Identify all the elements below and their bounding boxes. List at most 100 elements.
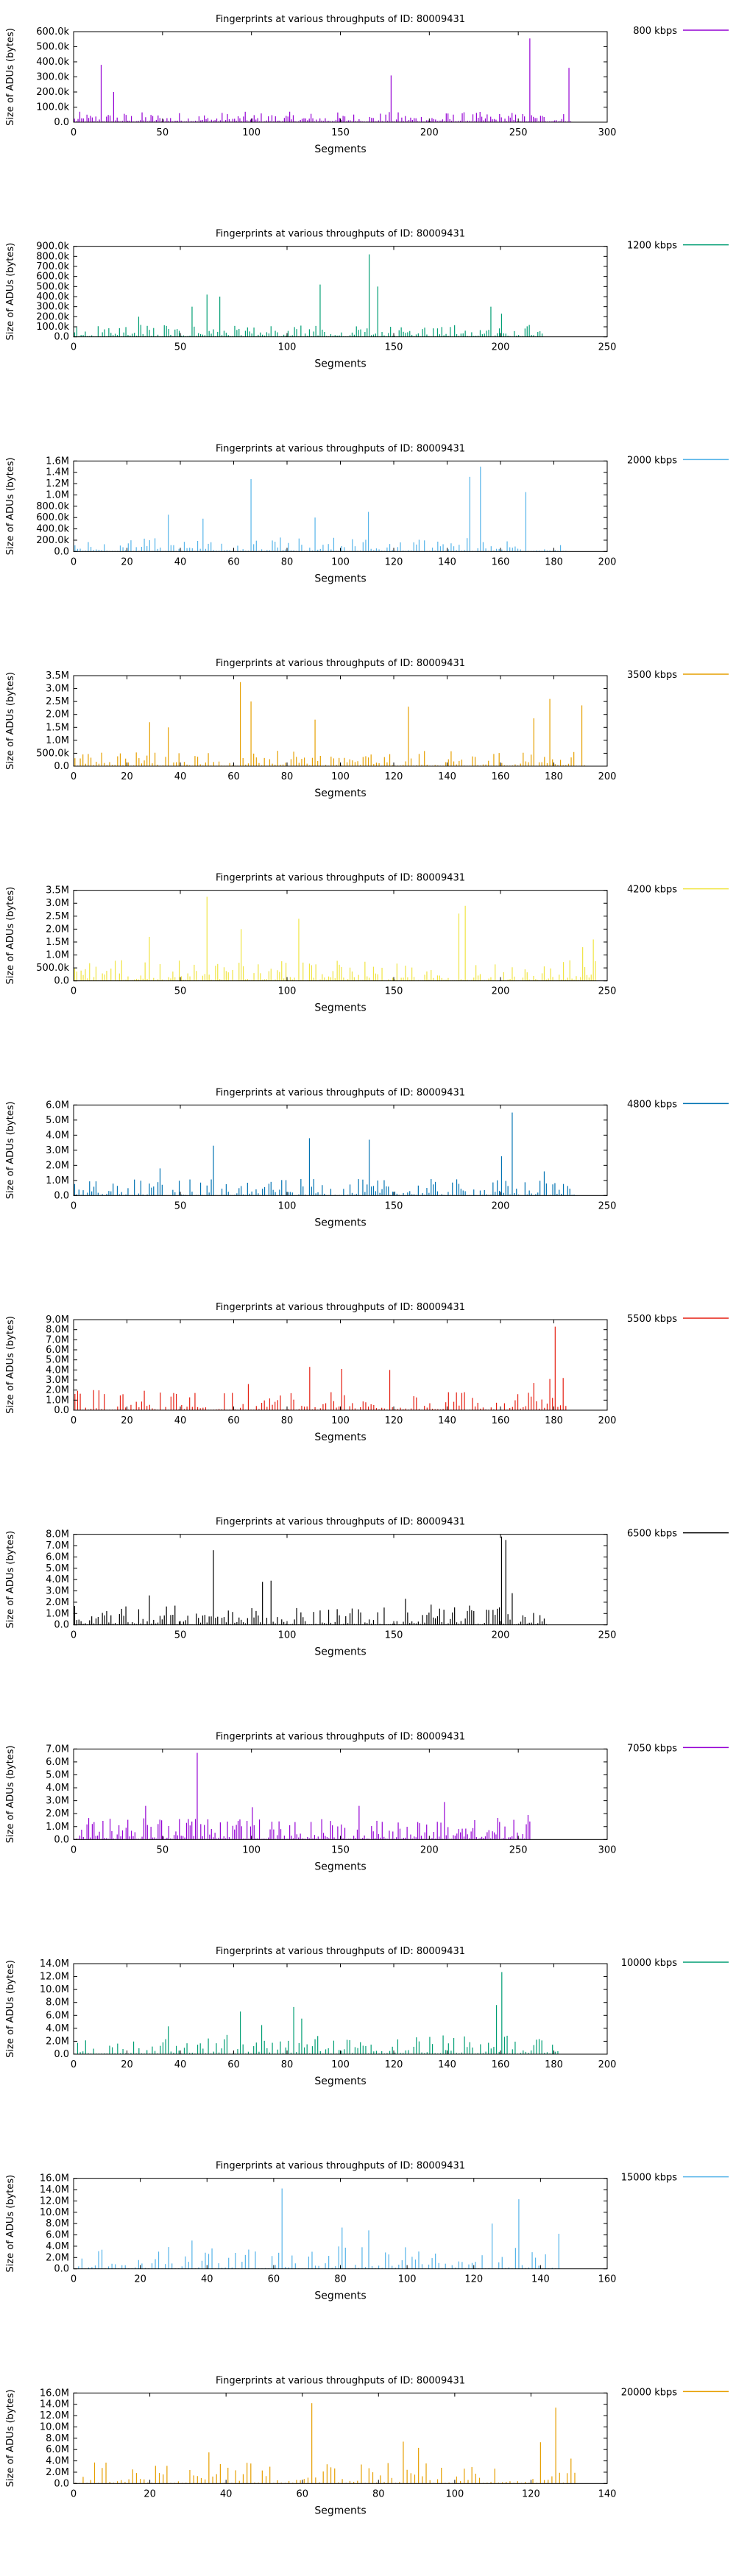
y-axis-label: Size of ADUs (bytes) xyxy=(5,1101,16,1199)
chart-title: Fingerprints at various throughputs of I… xyxy=(216,1302,465,1313)
y-tick-label: 0.0 xyxy=(54,2478,69,2489)
x-tick-label: 20 xyxy=(144,2488,156,2499)
chart-panel: Fingerprints at various throughputs of I… xyxy=(5,1517,729,1658)
y-tick-label: 8.0M xyxy=(46,2218,69,2229)
y-tick-label: 3.0M xyxy=(46,898,69,909)
x-tick-label: 60 xyxy=(296,2488,308,2499)
x-tick-label: 0 xyxy=(71,2274,77,2285)
x-axis-label: Segments xyxy=(314,358,366,370)
y-tick-label: 0.0 xyxy=(54,1620,69,1631)
x-tick-label: 120 xyxy=(385,771,403,782)
y-tick-label: 6.0M xyxy=(46,1100,69,1111)
x-tick-label: 160 xyxy=(492,1415,510,1426)
plot-frame xyxy=(73,1748,608,1840)
x-tick-label: 180 xyxy=(545,771,563,782)
x-tick-label: 150 xyxy=(331,127,350,138)
chart-panel: Fingerprints at various throughputs of I… xyxy=(5,2161,729,2302)
y-tick-label: 1.5M xyxy=(46,722,69,733)
y-tick-label: 500.0k xyxy=(36,963,69,974)
y-tick-label: 12.0M xyxy=(40,1972,69,1983)
y-tick-label: 600.0k xyxy=(36,26,69,38)
x-tick-label: 100 xyxy=(398,2274,417,2285)
y-tick-label: 2.0M xyxy=(46,1160,69,1171)
y-tick-label: 4.0M xyxy=(46,2241,69,2252)
x-tick-label: 100 xyxy=(242,127,261,138)
y-tick-label: 2.0M xyxy=(46,924,69,935)
y-axis-label: Size of ADUs (bytes) xyxy=(5,887,16,985)
x-tick-label: 100 xyxy=(331,771,350,782)
chart-panel: Fingerprints at various throughputs of I… xyxy=(5,873,729,1014)
chart-title: Fingerprints at various throughputs of I… xyxy=(216,229,465,240)
y-tick-label: 200.0k xyxy=(36,87,69,98)
x-tick-label: 50 xyxy=(174,1630,187,1641)
y-tick-label: 8.0M xyxy=(46,1529,69,1540)
y-tick-label: 10.0M xyxy=(40,2207,69,2218)
chart-title: Fingerprints at various throughputs of I… xyxy=(216,658,465,669)
x-tick-label: 20 xyxy=(121,556,133,567)
y-axis-label: Size of ADUs (bytes) xyxy=(5,1531,16,1629)
x-tick-label: 60 xyxy=(268,2274,280,2285)
bar-series xyxy=(74,1112,575,1196)
bar-series xyxy=(74,1972,559,2054)
y-tick-label: 4.0M xyxy=(46,2456,69,2467)
x-tick-label: 200 xyxy=(420,127,439,138)
chart-panel: Fingerprints at various throughputs of I… xyxy=(5,14,729,155)
y-tick-label: 1.2M xyxy=(46,478,69,489)
x-axis-label: Segments xyxy=(314,1646,366,1658)
plot-frame xyxy=(73,2392,608,2484)
x-tick-label: 100 xyxy=(331,1415,350,1426)
y-tick-label: 6.0M xyxy=(46,2444,69,2455)
x-tick-label: 80 xyxy=(281,2059,294,2070)
plot-frame xyxy=(73,246,608,338)
x-tick-label: 180 xyxy=(545,556,563,567)
x-tick-label: 180 xyxy=(545,2059,563,2070)
x-axis-label: Segments xyxy=(314,1002,366,1014)
y-axis-label: Size of ADUs (bytes) xyxy=(5,1960,16,2058)
x-tick-label: 160 xyxy=(492,2059,510,2070)
y-tick-label: 400.0k xyxy=(36,57,69,68)
plot-frame xyxy=(73,1319,608,1411)
chart-panel: Fingerprints at various throughputs of I… xyxy=(5,1946,729,2087)
y-tick-label: 200.0k xyxy=(36,311,69,322)
y-tick-label: 600.0k xyxy=(36,272,69,283)
legend-label: 5500 kbps xyxy=(627,1314,677,1325)
y-tick-label: 5.0M xyxy=(46,1115,69,1126)
y-tick-label: 300.0k xyxy=(36,72,69,83)
y-tick-label: 3.0M xyxy=(46,1586,69,1597)
y-tick-label: 1.5M xyxy=(46,937,69,948)
x-tick-label: 140 xyxy=(598,2488,617,2499)
y-tick-label: 3.0M xyxy=(46,1796,69,1807)
x-tick-label: 0 xyxy=(71,2059,77,2070)
x-tick-label: 250 xyxy=(598,986,617,997)
y-tick-label: 2.5M xyxy=(46,911,69,922)
y-tick-label: 4.0M xyxy=(46,2023,69,2034)
y-tick-label: 14.0M xyxy=(40,2184,69,2195)
y-tick-label: 900.0k xyxy=(36,241,69,252)
x-tick-label: 100 xyxy=(278,1630,297,1641)
y-axis-label: Size of ADUs (bytes) xyxy=(5,2175,16,2273)
y-tick-label: 12.0M xyxy=(40,2195,69,2207)
x-tick-label: 250 xyxy=(598,1200,617,1211)
x-tick-label: 100 xyxy=(242,1844,261,1855)
bar-series xyxy=(74,38,572,122)
y-tick-label: 14.0M xyxy=(40,1958,69,1970)
y-tick-label: 6.0M xyxy=(46,2010,69,2021)
y-tick-label: 14.0M xyxy=(40,2399,69,2410)
y-tick-label: 2.0M xyxy=(46,1385,69,1396)
bar-series xyxy=(74,682,585,766)
x-tick-label: 0 xyxy=(71,986,77,997)
y-tick-label: 0.0 xyxy=(54,332,69,343)
chart-title: Fingerprints at various throughputs of I… xyxy=(216,1731,465,1742)
x-tick-label: 150 xyxy=(385,986,403,997)
y-tick-label: 4.0M xyxy=(46,1574,69,1585)
x-tick-label: 50 xyxy=(174,986,187,997)
x-tick-label: 250 xyxy=(598,1630,617,1641)
x-tick-label: 0 xyxy=(71,771,77,782)
x-axis-label: Segments xyxy=(314,573,366,584)
x-tick-label: 120 xyxy=(385,2059,403,2070)
x-tick-label: 80 xyxy=(372,2488,385,2499)
y-tick-label: 300.0k xyxy=(36,302,69,313)
legend-label: 6500 kbps xyxy=(627,1529,677,1540)
chart-panel: Fingerprints at various throughputs of I… xyxy=(5,2375,729,2516)
y-tick-label: 6.0M xyxy=(46,1551,69,1563)
